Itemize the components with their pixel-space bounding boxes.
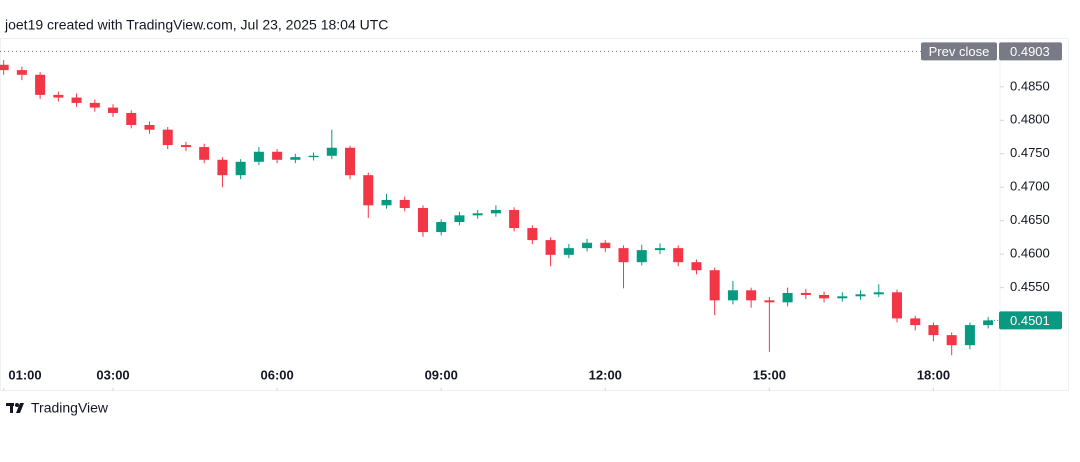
candle-body	[545, 240, 556, 255]
candle-body	[180, 145, 191, 148]
x-tick-label: 03:00	[96, 367, 129, 382]
prev-close-tag	[921, 42, 997, 61]
candle-body	[727, 290, 738, 301]
candle-body	[363, 175, 374, 206]
candle-body	[946, 335, 957, 346]
y-tick-label: 0.4800	[1010, 112, 1050, 127]
prev-close-value-tag	[999, 42, 1062, 61]
y-tick-label: 0.4650	[1010, 212, 1050, 227]
candle-body	[272, 151, 283, 160]
candle-body	[381, 199, 392, 206]
candle-body	[53, 94, 64, 98]
candle-body	[527, 228, 538, 241]
candle-body	[891, 292, 903, 319]
candle-body	[490, 209, 501, 214]
x-tick-label: 15:00	[753, 367, 786, 382]
prev-close-label: Prev close	[929, 44, 990, 59]
y-tick-label: 0.4700	[1010, 179, 1050, 194]
candle-body	[819, 294, 830, 299]
candle-body	[928, 325, 939, 336]
candle-body	[636, 250, 647, 263]
candle-body	[746, 290, 757, 301]
candle-body	[709, 270, 720, 301]
candle-body	[472, 213, 483, 216]
candle-body	[837, 296, 848, 299]
candle-body	[144, 124, 155, 130]
candle-body	[417, 207, 428, 233]
prev-close-value: 0.4903	[1010, 44, 1050, 59]
candle-body	[108, 107, 119, 113]
candle-body	[910, 318, 921, 326]
candle-body	[764, 300, 775, 303]
y-tick-label: 0.4750	[1010, 145, 1050, 160]
candle-body	[454, 215, 465, 223]
candle-body	[399, 199, 410, 208]
candle-body	[326, 147, 337, 156]
last-price-tag	[999, 311, 1062, 330]
candle-body	[308, 155, 319, 158]
y-tick-label: 0.4600	[1010, 246, 1050, 261]
candle-body	[582, 242, 593, 249]
candle-body	[199, 147, 210, 160]
candle-body	[964, 325, 975, 346]
x-tick-label: 06:00	[260, 367, 293, 382]
candle-body	[873, 292, 884, 295]
chart-title: joet19 created with TradingView.com, Jul…	[4, 17, 388, 33]
candle-body	[16, 70, 27, 75]
candle-body	[436, 222, 447, 233]
candle-body	[126, 112, 137, 125]
candle-body	[253, 151, 264, 162]
candle-body	[345, 147, 356, 176]
candle-body	[691, 262, 702, 271]
candle-body	[983, 320, 994, 326]
candle-body	[800, 292, 811, 295]
candle-body	[782, 292, 793, 303]
candle-body	[563, 248, 574, 255]
last-price-label: 0.4501	[1010, 313, 1050, 328]
x-tick-label: 18:00	[917, 367, 950, 382]
candle-body	[162, 129, 173, 146]
chart-frame	[0, 38, 1069, 391]
x-tick-label: 01:00	[8, 367, 41, 382]
candle-body	[673, 248, 684, 263]
candle-body	[509, 209, 520, 229]
x-tick-label: 12:00	[589, 367, 622, 382]
y-tick-label: 0.4550	[1010, 279, 1050, 294]
brand-logo	[6, 403, 24, 413]
candle-body	[89, 102, 100, 108]
candle-body	[235, 161, 246, 176]
candle-body	[600, 242, 611, 249]
brand-name: TradingView	[31, 400, 109, 416]
candle-body	[855, 294, 866, 297]
candle-body	[618, 248, 629, 263]
y-tick-label: 0.4850	[1010, 78, 1050, 93]
candle-body	[217, 159, 228, 176]
candle-body	[290, 157, 301, 160]
candle-body	[35, 74, 46, 95]
candle-body	[0, 64, 9, 71]
candle-body	[71, 97, 82, 103]
x-tick-label: 09:00	[425, 367, 458, 382]
candle-body	[654, 248, 665, 251]
